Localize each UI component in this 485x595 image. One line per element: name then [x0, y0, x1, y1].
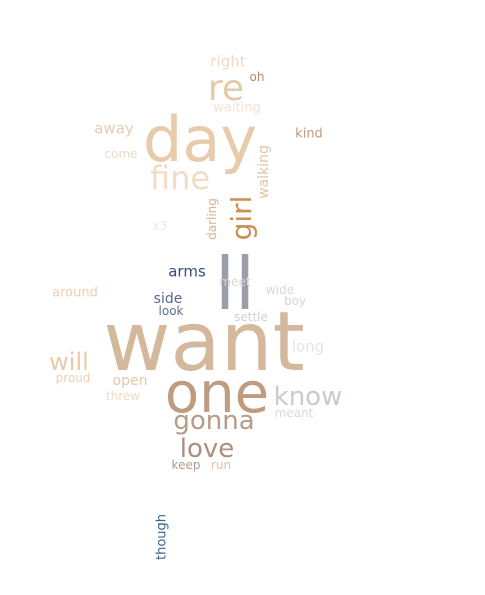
- word: look: [158, 304, 184, 318]
- word: know: [273, 382, 343, 412]
- word: threw: [105, 389, 141, 403]
- word: wide: [265, 283, 295, 297]
- word: walking: [256, 145, 272, 199]
- word: meet: [219, 275, 251, 289]
- word: arms: [168, 262, 206, 281]
- word: right: [210, 52, 246, 71]
- word: settle: [234, 310, 268, 324]
- word: x3: [152, 219, 168, 233]
- word: around: [52, 285, 98, 301]
- word: open: [112, 373, 148, 389]
- word: girl: [225, 195, 258, 241]
- word: away: [94, 119, 134, 138]
- word: waiting: [213, 100, 261, 116]
- word: re: [207, 68, 245, 109]
- word: proud: [55, 371, 91, 385]
- word: though: [154, 513, 170, 561]
- word: fine: [149, 159, 211, 197]
- word: one: [164, 361, 270, 426]
- word: meant: [274, 406, 314, 420]
- word: love: [179, 434, 235, 464]
- word: oh: [249, 70, 265, 84]
- word: boy: [283, 294, 307, 308]
- word: kind: [295, 126, 323, 142]
- word: day: [142, 103, 258, 176]
- word: will: [49, 348, 89, 376]
- word: want: [103, 295, 305, 390]
- word: keep: [171, 458, 201, 472]
- word: long: [291, 337, 325, 356]
- word: darling: [205, 198, 219, 240]
- word: ll: [214, 242, 256, 326]
- word: gonna: [173, 406, 255, 436]
- word: side: [153, 291, 183, 307]
- word: run: [210, 458, 232, 472]
- word: come: [104, 147, 138, 161]
